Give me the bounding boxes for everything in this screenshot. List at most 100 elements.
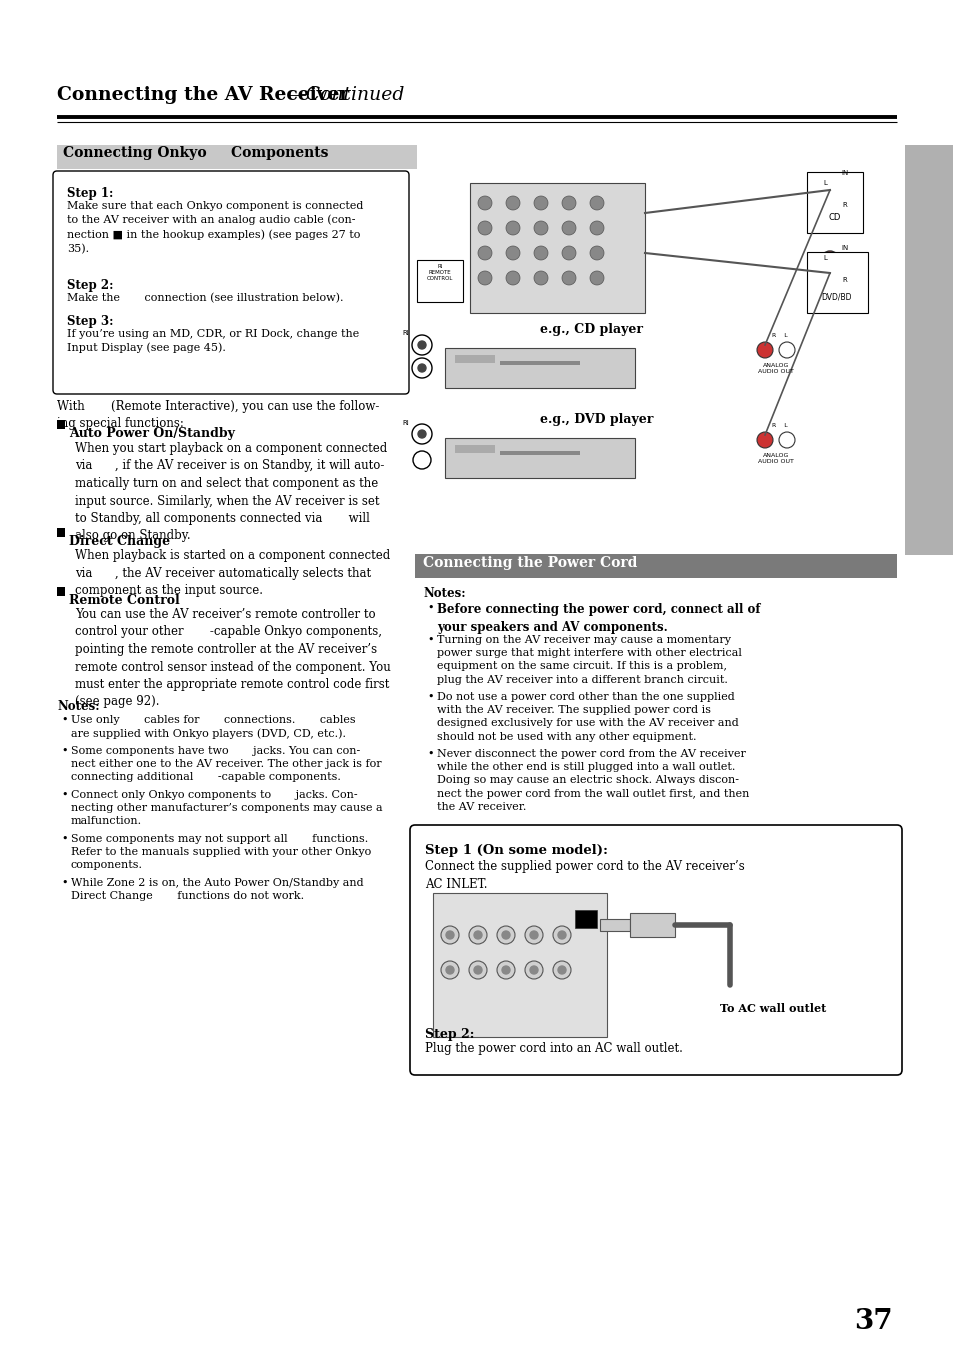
Circle shape: [501, 931, 510, 939]
Bar: [455, 355, 495, 363]
Circle shape: [561, 272, 576, 285]
Circle shape: [474, 966, 481, 974]
Circle shape: [417, 340, 426, 349]
Circle shape: [505, 222, 519, 235]
Circle shape: [501, 966, 510, 974]
Text: Step 1:: Step 1:: [67, 186, 113, 200]
FancyBboxPatch shape: [806, 172, 862, 232]
Circle shape: [821, 176, 838, 195]
Text: With       (Remote Interactive), you can use the follow-
ing special functions:: With (Remote Interactive), you can use t…: [57, 400, 379, 431]
Circle shape: [446, 966, 454, 974]
Text: Step 1 (On some model):: Step 1 (On some model):: [424, 844, 607, 857]
Bar: [575, 911, 597, 928]
Bar: [455, 444, 495, 453]
Circle shape: [440, 961, 458, 979]
Bar: [57, 420, 65, 430]
Circle shape: [757, 432, 772, 449]
Text: R    L: R L: [771, 332, 787, 338]
Text: CD: CD: [828, 213, 841, 222]
Circle shape: [558, 966, 565, 974]
Text: Connecting Onkyo     Components: Connecting Onkyo Components: [63, 146, 328, 159]
Text: RI
REMOTE
CONTROL: RI REMOTE CONTROL: [426, 263, 453, 281]
Circle shape: [821, 273, 838, 290]
Text: Some components have two       jacks. You can con-
nect either one to the AV rec: Some components have two jacks. You can …: [71, 746, 381, 782]
Bar: [629, 913, 675, 938]
Text: 37: 37: [854, 1308, 892, 1335]
Circle shape: [779, 432, 794, 449]
Circle shape: [757, 342, 772, 358]
Text: •: •: [61, 878, 68, 888]
Circle shape: [412, 358, 432, 378]
Text: Use only       cables for       connections.       cables
are supplied with Onky: Use only cables for connections. cables …: [71, 715, 355, 739]
Text: You can use the AV receiver’s remote controller to
control your other       -cap: You can use the AV receiver’s remote con…: [75, 608, 391, 708]
Circle shape: [412, 424, 432, 444]
Text: Remote Control: Remote Control: [69, 594, 179, 607]
Text: Connecting the AV Receiver: Connecting the AV Receiver: [57, 86, 349, 104]
Circle shape: [413, 451, 431, 469]
Circle shape: [561, 222, 576, 235]
Circle shape: [440, 925, 458, 944]
Text: Never disconnect the power cord from the AV receiver
while the other end is stil: Never disconnect the power cord from the…: [436, 748, 749, 812]
Circle shape: [524, 925, 542, 944]
Text: Before connecting the power cord, connect all of
your speakers and AV components: Before connecting the power cord, connec…: [436, 603, 760, 634]
Text: DVD/BD: DVD/BD: [821, 293, 851, 303]
Text: Connect the supplied power cord to the AV receiver’s
AC INLET.: Connect the supplied power cord to the A…: [424, 861, 744, 890]
Circle shape: [417, 430, 426, 438]
Bar: [57, 145, 416, 169]
Circle shape: [589, 272, 603, 285]
Circle shape: [469, 961, 486, 979]
Text: •: •: [427, 603, 433, 613]
FancyBboxPatch shape: [53, 172, 409, 394]
Text: RI: RI: [401, 330, 408, 336]
Circle shape: [474, 931, 481, 939]
Text: R: R: [841, 203, 846, 208]
Text: While Zone 2 is on, the Auto Power On/Standby and
Direct Change       functions : While Zone 2 is on, the Auto Power On/St…: [71, 878, 363, 901]
Text: Make sure that each Onkyo component is connected
to the AV receiver with an anal: Make sure that each Onkyo component is c…: [67, 201, 363, 254]
Text: Direct Change: Direct Change: [69, 535, 170, 549]
Circle shape: [553, 925, 571, 944]
Text: Make the       connection (see illustration below).: Make the connection (see illustration be…: [67, 293, 343, 304]
Text: Connect only Onkyo components to       jacks. Con-
necting other manufacturer’s : Connect only Onkyo components to jacks. …: [71, 790, 382, 827]
Circle shape: [477, 222, 492, 235]
Text: •: •: [61, 834, 68, 844]
Text: RI: RI: [401, 420, 408, 426]
Bar: [499, 451, 579, 455]
Circle shape: [477, 196, 492, 209]
Text: If you’re using an MD, CDR, or RI Dock, change the
Input Display (see page 45).: If you’re using an MD, CDR, or RI Dock, …: [67, 330, 359, 354]
Bar: [904, 145, 953, 555]
Text: —Continued: —Continued: [287, 86, 404, 104]
Text: Step 3:: Step 3:: [67, 315, 113, 328]
Text: •: •: [427, 635, 433, 644]
Text: When you start playback on a component connected
via      , if the AV receiver i: When you start playback on a component c…: [75, 442, 387, 543]
Circle shape: [469, 925, 486, 944]
Text: e.g., CD player: e.g., CD player: [539, 323, 642, 336]
Text: Connecting the Power Cord: Connecting the Power Cord: [422, 557, 637, 570]
Circle shape: [505, 196, 519, 209]
FancyBboxPatch shape: [806, 253, 867, 313]
Text: Some components may not support all       functions.
Refer to the manuals suppli: Some components may not support all func…: [71, 834, 371, 870]
Text: •: •: [61, 746, 68, 757]
Text: •: •: [61, 790, 68, 800]
Bar: [444, 438, 635, 478]
Text: ANALOG
AUDIO OUT: ANALOG AUDIO OUT: [758, 453, 793, 465]
Circle shape: [589, 222, 603, 235]
Circle shape: [530, 931, 537, 939]
Circle shape: [534, 196, 547, 209]
Text: L: L: [822, 180, 826, 186]
Text: R    L: R L: [771, 423, 787, 428]
Text: Do not use a power cord other than the one supplied
with the AV receiver. The su: Do not use a power cord other than the o…: [436, 692, 738, 742]
Circle shape: [561, 246, 576, 259]
FancyBboxPatch shape: [433, 893, 606, 1038]
Text: L: L: [822, 255, 826, 261]
Circle shape: [477, 272, 492, 285]
Circle shape: [589, 196, 603, 209]
FancyBboxPatch shape: [410, 825, 901, 1075]
Circle shape: [821, 199, 838, 216]
Text: Notes:: Notes:: [422, 586, 465, 600]
Text: Step 2:: Step 2:: [424, 1028, 474, 1042]
Bar: [599, 919, 629, 931]
Circle shape: [553, 961, 571, 979]
Text: IN: IN: [841, 170, 848, 176]
Circle shape: [558, 931, 565, 939]
Text: R: R: [841, 277, 846, 282]
